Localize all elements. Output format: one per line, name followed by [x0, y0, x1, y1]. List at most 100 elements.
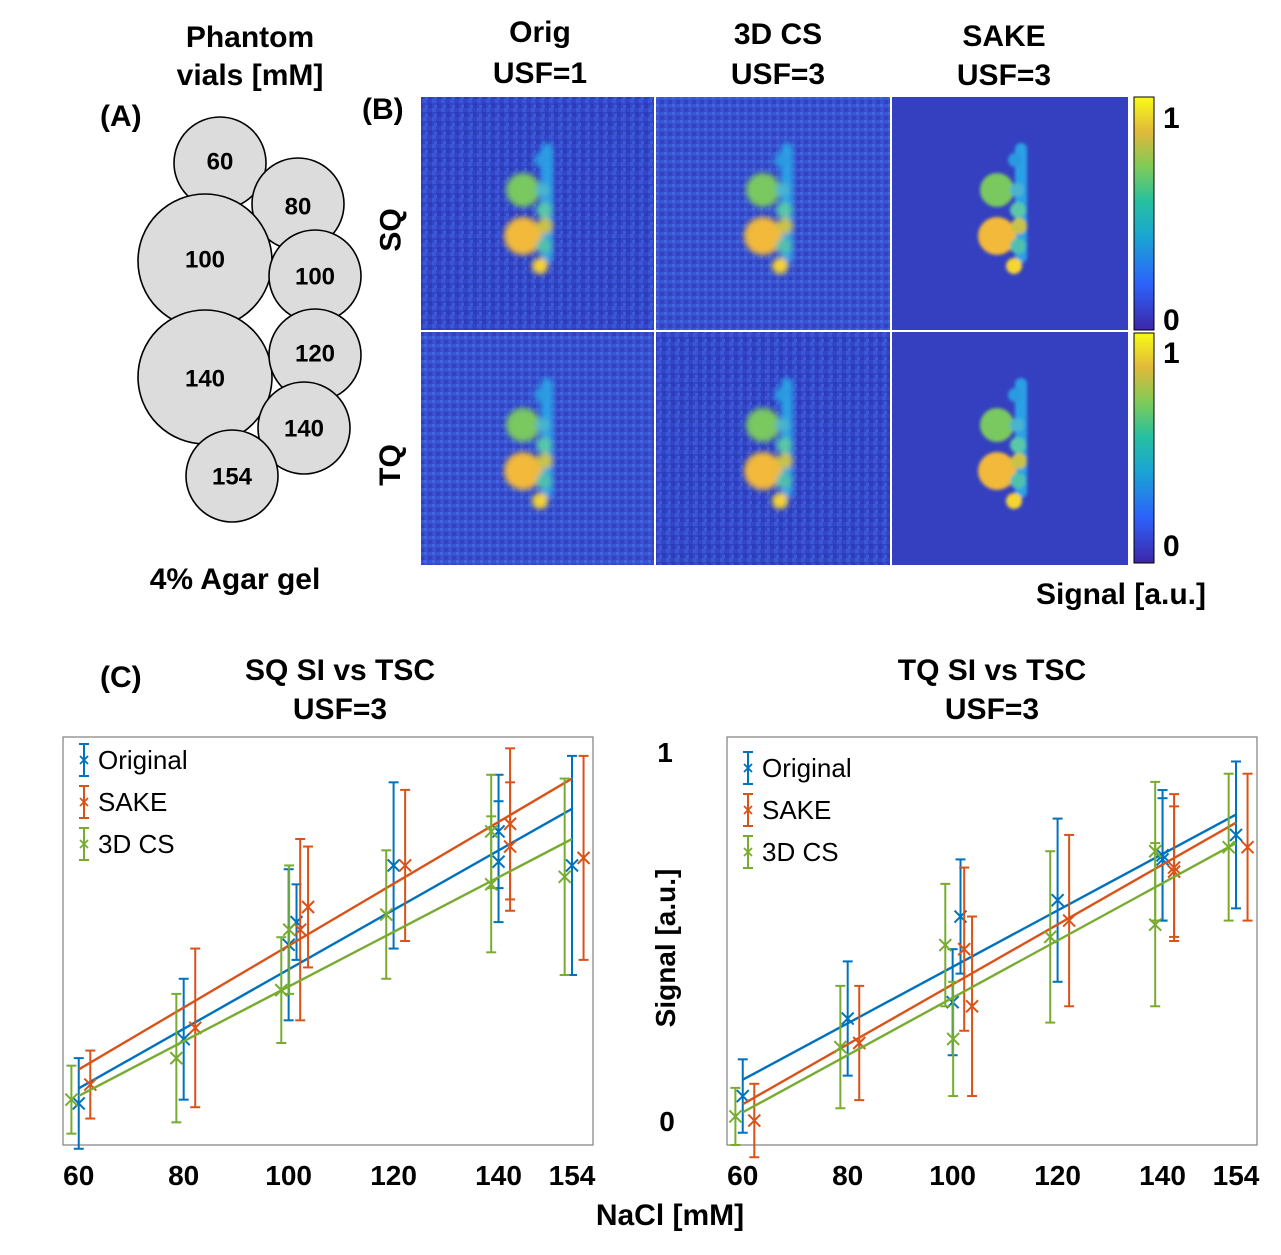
vial-label: 120 [295, 340, 335, 367]
data-point [1155, 789, 1170, 922]
colorbar-top [1133, 96, 1155, 331]
col-title-line2: USF=1 [492, 57, 588, 90]
fit-line [742, 813, 1237, 1081]
data-point [379, 849, 393, 980]
chart1-title-line2: USF=3 [292, 693, 388, 726]
row-label-sq: SQ [374, 208, 408, 252]
col-title-line2: USF=3 [956, 59, 1052, 92]
data-point [938, 882, 953, 1008]
chart2-title-line1: TQ SI vs TSC [897, 654, 1087, 687]
chart2-title-line2: USF=3 [944, 693, 1040, 726]
data-point [728, 1086, 743, 1146]
legend-label: SAKE [762, 795, 831, 825]
col-title-line1: 3D CS [733, 18, 823, 51]
data-point [1155, 797, 1170, 922]
x-tick-label: 100 [929, 1160, 976, 1191]
legend-label: SAKE [98, 787, 167, 817]
panel-a-title-line2: vials [mM] [176, 59, 324, 92]
data-point [833, 984, 848, 1110]
vial-label: 80 [285, 193, 312, 220]
panel-a-title-line1: Phantom [185, 21, 315, 54]
vial-label: 154 [212, 463, 253, 490]
col-title-line1: Orig [509, 16, 571, 49]
data-point [83, 1049, 97, 1120]
vial [268, 229, 362, 323]
colorbar-label: Signal [a.u.] [1036, 578, 1207, 611]
data-point [386, 781, 401, 950]
data-point [1148, 780, 1162, 922]
series-sake [78, 747, 591, 1120]
vial [257, 381, 351, 475]
plot-area [62, 736, 594, 1146]
x-tick-label: 140 [1139, 1160, 1186, 1191]
colorbar-bottom-max: 1 [1163, 337, 1180, 370]
vial [251, 157, 345, 251]
panel-b-letter: (B) [362, 93, 404, 126]
colorbar-bottom [1133, 332, 1155, 564]
data-point [1240, 772, 1255, 922]
data-point [188, 947, 202, 1109]
data-point [1062, 833, 1076, 1008]
data-point [1229, 760, 1243, 910]
y-tick-top: 1 [657, 737, 673, 768]
y-tick-bottom: 0 [659, 1106, 675, 1137]
vial [268, 308, 362, 402]
data-point [491, 800, 506, 924]
legend-entry: 3D CS [743, 835, 839, 869]
data-point [484, 773, 498, 890]
legend-entry: Original [743, 751, 852, 785]
panel-a-letter: (A) [100, 100, 142, 133]
data-point [852, 984, 866, 1102]
data-point [503, 747, 517, 901]
vial [173, 116, 267, 210]
fit-line [78, 837, 573, 1097]
legend-label: Original [98, 745, 188, 775]
data-point [747, 1082, 761, 1159]
data-point [1148, 842, 1162, 1008]
series-3d-cs [64, 773, 573, 1135]
fit-line [742, 842, 1237, 1114]
data-point [274, 936, 289, 1044]
vial [185, 429, 279, 523]
data-point [503, 781, 517, 912]
data-point [169, 992, 184, 1124]
data-point [293, 838, 307, 1022]
panel-c-letter: (C) [100, 661, 142, 694]
x-tick-label: 80 [832, 1160, 863, 1191]
series-original [736, 760, 1243, 1134]
legend-entry: SAKE [743, 793, 831, 827]
data-point [840, 960, 855, 1077]
data-point [736, 1058, 750, 1134]
data-point [1043, 850, 1057, 1024]
x-tick-label: 154 [549, 1160, 596, 1191]
chart1-title-line1: SQ SI vs TSC [244, 654, 436, 687]
data-point [282, 864, 296, 995]
series-original [72, 754, 579, 1150]
x-tick-label: 140 [475, 1160, 522, 1191]
vial [137, 309, 273, 445]
data-point [301, 845, 315, 969]
data-point [945, 948, 960, 1057]
data-point [1050, 817, 1065, 983]
row-label-tq: TQ [373, 444, 407, 486]
legend-label: 3D CS [762, 837, 839, 867]
data-point [398, 788, 412, 942]
x-tick-label: 154 [1213, 1160, 1260, 1191]
x-tick-label: 80 [168, 1160, 199, 1191]
data-point [491, 773, 506, 890]
legend-label: Original [762, 753, 852, 783]
col-title-line2: USF=3 [730, 58, 826, 91]
data-point [1221, 772, 1236, 922]
x-tick-label: 120 [1034, 1160, 1081, 1191]
data-point [176, 977, 191, 1101]
x-tick-label: 100 [265, 1160, 312, 1191]
fit-line [78, 777, 573, 1071]
data-point [953, 858, 968, 975]
data-point [64, 1064, 79, 1135]
vial-label: 140 [284, 415, 324, 442]
data-point [965, 915, 979, 1098]
x-axis-label: NaCl [mM] [595, 1199, 745, 1232]
